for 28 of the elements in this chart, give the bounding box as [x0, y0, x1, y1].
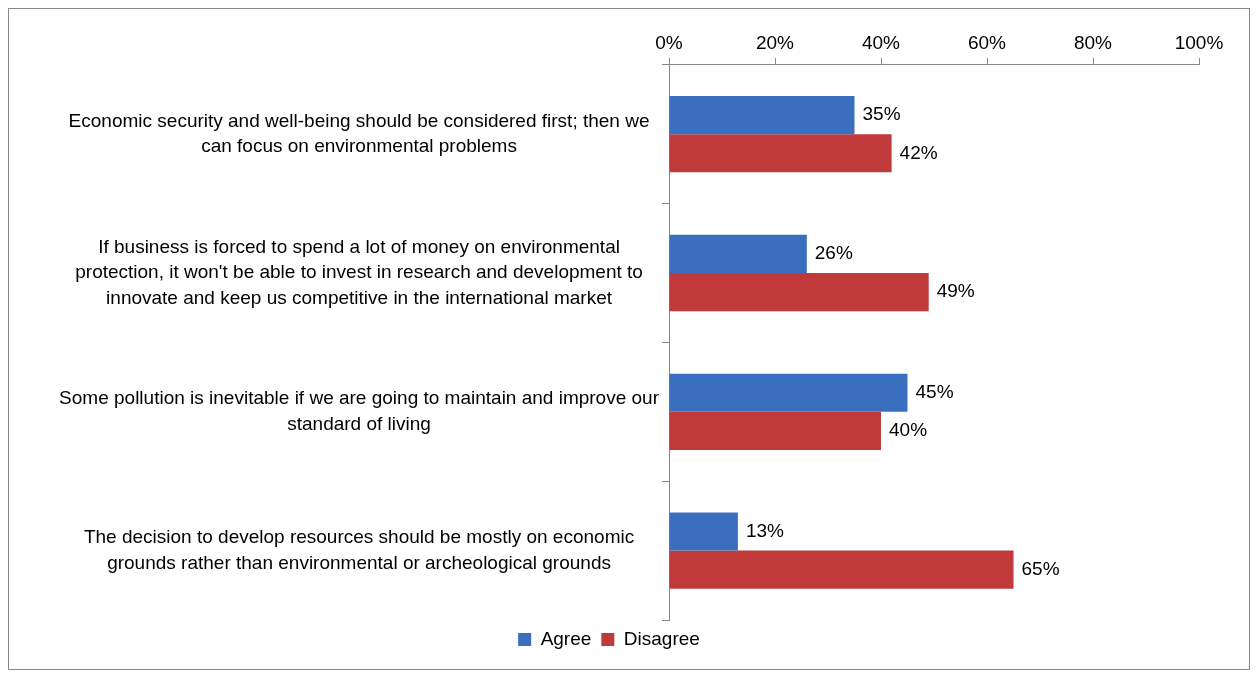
- x-tick-label: 100%: [1174, 31, 1224, 53]
- data-label: 26%: [814, 242, 853, 264]
- x-tick-label: 0%: [655, 31, 683, 53]
- bar: [669, 234, 807, 273]
- legend-label: Disagree: [623, 627, 700, 649]
- bar: [669, 373, 908, 412]
- bar: [669, 550, 1014, 589]
- data-label: 35%: [862, 103, 901, 125]
- data-label: 45%: [915, 380, 954, 402]
- y-tick-label: The decision to develop resources should be mostly on economic grounds rather than environmental or archeological grounds: [83, 526, 635, 573]
- data-label: 42%: [899, 141, 938, 163]
- data-label: 40%: [889, 419, 928, 441]
- x-tick-label: 20%: [755, 31, 795, 53]
- y-tick-label: If business is forced to spend a lot of money on environmental protection, it won't be able to invest in research and development to innovate and keep us competitive in the international market: [75, 235, 643, 308]
- y-tick-label: Economic security and well-being should be considered first; then we can focus on environmental problems: [68, 109, 650, 157]
- data-label: 49%: [936, 280, 975, 302]
- bar: [669, 512, 738, 551]
- data-label: 13%: [745, 519, 785, 541]
- bar: [669, 134, 892, 173]
- x-tick-label: 60%: [967, 31, 1007, 53]
- bar: [669, 96, 855, 135]
- legend-label: Agree: [540, 627, 592, 649]
- y-tick-label: Some pollution is inevitable if we are going to maintain and improve our standard of living: [59, 387, 660, 434]
- x-tick-label: 80%: [1073, 31, 1113, 53]
- bar: [669, 273, 929, 312]
- x-tick-label: 40%: [861, 31, 901, 53]
- bar: [669, 411, 881, 450]
- data-label: 65%: [1021, 557, 1060, 579]
